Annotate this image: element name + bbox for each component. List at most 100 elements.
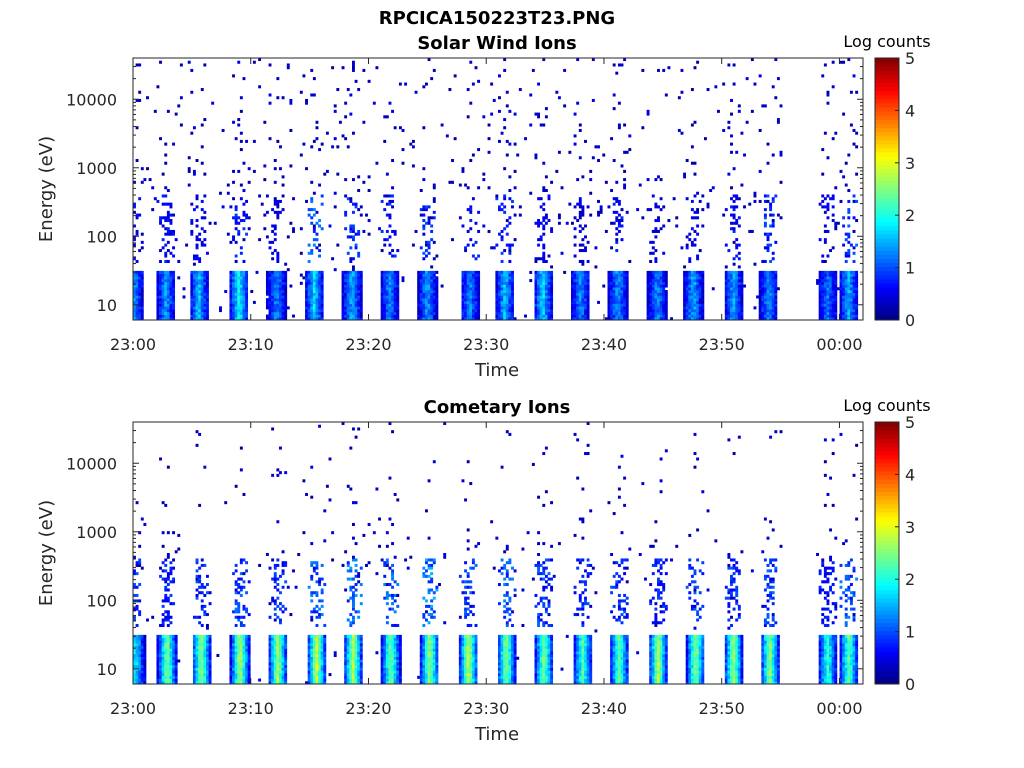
heatmap-cell — [357, 254, 361, 258]
heatmap-cell — [578, 289, 582, 294]
heatmap-cell — [200, 675, 204, 679]
heatmap-cell — [458, 216, 462, 220]
heatmap-cell — [138, 678, 142, 682]
heatmap-cell — [359, 295, 363, 299]
heatmap-cell — [503, 118, 507, 122]
heatmap-cell — [271, 645, 275, 649]
heatmap-cell — [831, 295, 835, 299]
heatmap-cell — [349, 287, 353, 291]
heatmap-cell — [245, 637, 249, 641]
colorbar-swatch — [875, 176, 899, 182]
heatmap-cell — [693, 276, 697, 280]
heatmap-cell — [159, 300, 162, 304]
heatmap-cell — [190, 68, 194, 72]
heatmap-cell — [265, 284, 269, 288]
heatmap-cell — [138, 681, 142, 685]
heatmap-cell — [823, 292, 827, 296]
heatmap-cell — [200, 317, 204, 321]
heatmap-cell — [268, 670, 272, 674]
heatmap-cell — [232, 634, 235, 638]
heatmap-cell — [537, 317, 541, 321]
colorbar-swatch — [875, 111, 899, 116]
heatmap-cell — [151, 208, 155, 212]
heatmap-cell — [206, 664, 209, 668]
heatmap-cell — [774, 276, 778, 280]
heatmap-cell — [219, 306, 222, 310]
heatmap-cell — [779, 153, 783, 157]
heatmap-cell — [599, 208, 603, 212]
heatmap-cell — [135, 98, 139, 102]
heatmap-cell — [195, 300, 199, 304]
heatmap-cell — [166, 645, 170, 649]
heatmap-cell — [242, 656, 246, 660]
heatmap-cell — [769, 295, 773, 299]
heatmap-cell — [612, 158, 616, 163]
heatmap-cell — [172, 287, 176, 291]
heatmap-cell — [534, 287, 538, 291]
heatmap-cell — [586, 314, 590, 318]
heatmap-cell — [198, 566, 202, 570]
heatmap-cell — [766, 309, 770, 313]
heatmap-cell — [539, 292, 543, 296]
heatmap-cell — [594, 145, 598, 149]
heatmap-cell — [135, 309, 139, 313]
heatmap-cell — [234, 221, 238, 225]
heatmap-cell — [310, 675, 314, 679]
heatmap-cell — [578, 317, 582, 321]
heatmap-cell — [654, 292, 658, 296]
heatmap-cell — [586, 205, 590, 209]
heatmap-cell — [279, 167, 282, 171]
heatmap-cell — [771, 284, 775, 288]
heatmap-cell — [273, 197, 277, 201]
heatmap-cell — [737, 276, 741, 280]
heatmap-cell — [265, 270, 269, 274]
y-tick-label: 10 — [97, 296, 117, 315]
heatmap-cell — [821, 273, 825, 277]
heatmap-cell — [732, 279, 736, 283]
heatmap-cell — [430, 265, 434, 269]
heatmap-cell — [649, 298, 653, 302]
heatmap-cell — [769, 284, 773, 288]
heatmap-cell — [578, 295, 582, 299]
heatmap-cell — [425, 273, 428, 277]
heatmap-cell — [855, 276, 859, 280]
heatmap-cell — [203, 662, 207, 666]
heatmap-cell — [310, 216, 314, 220]
heatmap-cell — [172, 295, 176, 299]
heatmap-cell — [831, 219, 835, 223]
heatmap-cell — [651, 287, 655, 291]
heatmap-cell — [237, 309, 241, 313]
heatmap-cell — [239, 656, 243, 660]
heatmap-cell — [135, 673, 139, 677]
heatmap-cell — [432, 306, 436, 310]
heatmap-cell — [268, 648, 272, 652]
heatmap-cell — [203, 284, 207, 288]
heatmap-cell — [237, 292, 241, 296]
heatmap-cell — [166, 634, 170, 638]
heatmap-cell — [500, 289, 504, 294]
heatmap-cell — [315, 623, 319, 627]
heatmap-cell — [657, 289, 660, 294]
heatmap-cell — [166, 219, 170, 223]
heatmap-cell — [701, 309, 705, 313]
heatmap-cell — [273, 651, 277, 655]
heatmap-cell — [511, 314, 514, 318]
heatmap-cell — [315, 246, 319, 250]
heatmap-cell — [513, 238, 517, 242]
heatmap-cell — [477, 270, 481, 274]
heatmap-cell — [503, 309, 507, 313]
heatmap-cell — [740, 289, 744, 294]
heatmap-cell — [344, 295, 348, 299]
heatmap-cell — [133, 618, 136, 622]
heatmap-cell — [427, 287, 431, 291]
heatmap-cell — [284, 273, 288, 277]
heatmap-cell — [646, 178, 650, 182]
heatmap-cell — [200, 585, 204, 589]
colorbar-swatch — [875, 180, 899, 186]
heatmap-cell — [161, 311, 165, 315]
heatmap-cell — [544, 281, 548, 285]
heatmap-cell — [763, 276, 767, 280]
heatmap-cell — [312, 591, 316, 595]
heatmap-cell — [440, 284, 444, 288]
heatmap-cell — [265, 194, 269, 198]
